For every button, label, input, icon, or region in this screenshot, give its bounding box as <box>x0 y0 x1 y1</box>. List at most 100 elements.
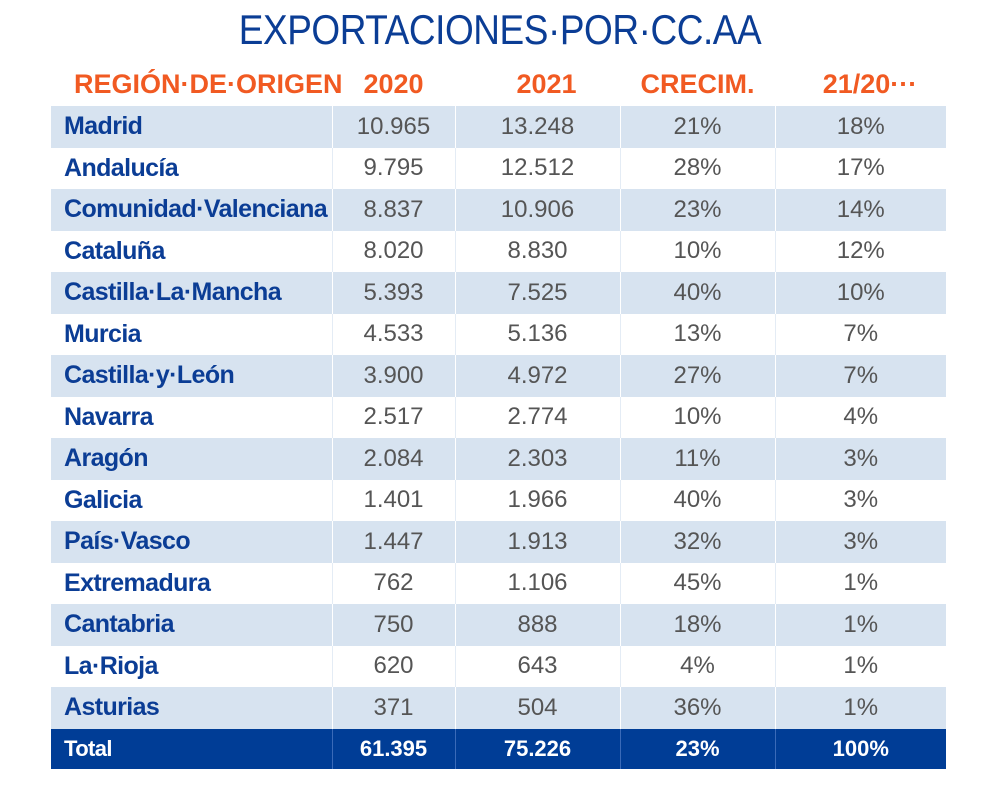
region-cell: Galicia <box>51 479 333 521</box>
value-2020-cell: 762 <box>332 562 456 604</box>
value-2020-cell: 8.020 <box>332 230 456 272</box>
region-cell: Murcia <box>51 313 333 355</box>
growth-cell: 21% <box>620 106 776 148</box>
value-2020-cell: 2.517 <box>332 396 456 438</box>
total-growth-cell: 23% <box>620 728 776 769</box>
region-cell: Extremadura <box>51 562 333 604</box>
growth-cell: 40% <box>620 272 776 314</box>
growth-cell: 36% <box>620 687 776 729</box>
table-row: Madrid 10.965 13.248 21% 18% <box>51 106 946 148</box>
growth-cell: 10% <box>620 396 776 438</box>
total-value-2021-cell: 75.226 <box>455 728 621 769</box>
region-cell: Castilla·y·León <box>51 355 333 397</box>
value-2020-cell: 620 <box>332 645 456 687</box>
table-row: Extremadura 762 1.106 45% 1% <box>51 562 946 604</box>
share-cell: 7% <box>775 355 946 397</box>
table-row: Castilla·La·Mancha 5.393 7.525 40% 10% <box>51 272 946 314</box>
exports-table: Madrid 10.965 13.248 21% 18% Andalucía 9.795 12… <box>51 106 946 769</box>
value-2021-cell: 12.512 <box>455 147 621 189</box>
region-cell: Madrid <box>51 106 333 148</box>
header-2020: 2020 <box>363 69 424 99</box>
value-2021-cell: 4.972 <box>455 355 621 397</box>
header-2021: 2021 <box>516 69 577 99</box>
table-row: Galicia 1.401 1.966 40% 3% <box>51 479 946 521</box>
share-cell: 1% <box>775 604 946 646</box>
table-body: Madrid 10.965 13.248 21% 18% Andalucía 9.795 12… <box>51 106 946 769</box>
growth-cell: 4% <box>620 645 776 687</box>
share-cell: 17% <box>775 147 946 189</box>
value-2020-cell: 1.447 <box>332 521 456 563</box>
growth-cell: 18% <box>620 604 776 646</box>
value-2020-cell: 9.795 <box>332 147 456 189</box>
total-value-2020-cell: 61.395 <box>332 728 456 769</box>
total-share-cell: 100% <box>775 728 946 769</box>
region-cell: La·Rioja <box>51 645 333 687</box>
share-cell: 1% <box>775 562 946 604</box>
header-region: REGIÓN·DE·ORIGEN <box>74 69 343 99</box>
value-2021-cell: 1.106 <box>455 562 621 604</box>
value-2021-cell: 2.774 <box>455 396 621 438</box>
growth-cell: 40% <box>620 479 776 521</box>
table-row: Comunidad·Valenciana 8.837 10.906 23% 14% <box>51 189 946 231</box>
share-cell: 1% <box>775 645 946 687</box>
table-row: Cantabria 750 888 18% 1% <box>51 604 946 646</box>
value-2021-cell: 643 <box>455 645 621 687</box>
table-row: Castilla·y·León 3.900 4.972 27% 7% <box>51 355 946 397</box>
growth-cell: 45% <box>620 562 776 604</box>
value-2020-cell: 750 <box>332 604 456 646</box>
header-share: 21/20··· <box>822 69 918 99</box>
table-row: Navarra 2.517 2.774 10% 4% <box>51 396 946 438</box>
share-cell: 3% <box>775 479 946 521</box>
share-cell: 10% <box>775 272 946 314</box>
value-2020-cell: 371 <box>332 687 456 729</box>
table-row: Andalucía 9.795 12.512 28% 17% <box>51 147 946 189</box>
value-2021-cell: 504 <box>455 687 621 729</box>
share-cell: 3% <box>775 438 946 480</box>
value-2020-cell: 8.837 <box>332 189 456 231</box>
table-row: Cataluña 8.020 8.830 10% 12% <box>51 230 946 272</box>
share-cell: 18% <box>775 106 946 148</box>
value-2021-cell: 10.906 <box>455 189 621 231</box>
region-cell: Cantabria <box>51 604 333 646</box>
growth-cell: 10% <box>620 230 776 272</box>
value-2021-cell: 1.913 <box>455 521 621 563</box>
region-cell: País·Vasco <box>51 521 333 563</box>
value-2020-cell: 1.401 <box>332 479 456 521</box>
value-2020-cell: 10.965 <box>332 106 456 148</box>
region-cell: Asturias <box>51 687 333 729</box>
growth-cell: 13% <box>620 313 776 355</box>
value-2021-cell: 888 <box>455 604 621 646</box>
value-2021-cell: 5.136 <box>455 313 621 355</box>
share-cell: 3% <box>775 521 946 563</box>
table-row: La·Rioja 620 643 4% 1% <box>51 645 946 687</box>
share-cell: 1% <box>775 687 946 729</box>
value-2021-cell: 2.303 <box>455 438 621 480</box>
region-cell: Aragón <box>51 438 333 480</box>
value-2021-cell: 1.966 <box>455 479 621 521</box>
share-cell: 7% <box>775 313 946 355</box>
value-2021-cell: 13.248 <box>455 106 621 148</box>
region-cell: Andalucía <box>51 147 333 189</box>
growth-cell: 28% <box>620 147 776 189</box>
value-2021-cell: 7.525 <box>455 272 621 314</box>
page-title: EXPORTACIONES·POR·CC.AA <box>238 6 762 53</box>
table-row: Murcia 4.533 5.136 13% 7% <box>51 313 946 355</box>
value-2020-cell: 2.084 <box>332 438 456 480</box>
value-2020-cell: 4.533 <box>332 313 456 355</box>
total-region-cell: Total <box>51 728 333 769</box>
table-row: Aragón 2.084 2.303 11% 3% <box>51 438 946 480</box>
growth-cell: 11% <box>620 438 776 480</box>
share-cell: 14% <box>775 189 946 231</box>
table-row: País·Vasco 1.447 1.913 32% 3% <box>51 521 946 563</box>
share-cell: 4% <box>775 396 946 438</box>
region-cell: Castilla·La·Mancha <box>51 272 333 314</box>
growth-cell: 27% <box>620 355 776 397</box>
region-cell: Cataluña <box>51 230 333 272</box>
growth-cell: 32% <box>620 521 776 563</box>
share-cell: 12% <box>775 230 946 272</box>
value-2020-cell: 3.900 <box>332 355 456 397</box>
growth-cell: 23% <box>620 189 776 231</box>
value-2021-cell: 8.830 <box>455 230 621 272</box>
table-row: Asturias 371 504 36% 1% <box>51 687 946 729</box>
value-2020-cell: 5.393 <box>332 272 456 314</box>
